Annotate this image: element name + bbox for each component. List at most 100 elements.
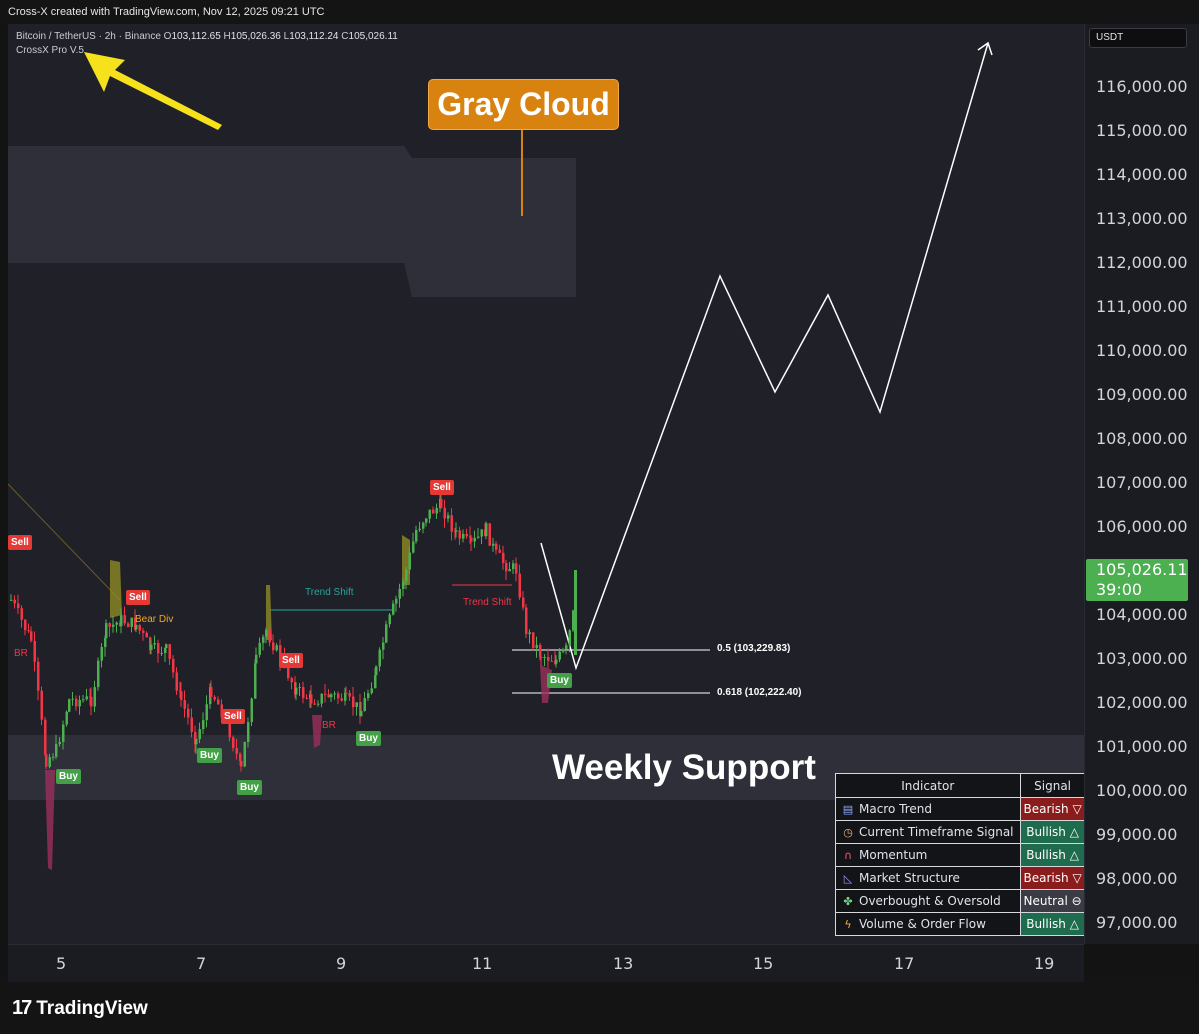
candle-body [477, 536, 480, 538]
candle-body [327, 694, 330, 698]
price-tick: 116,000.00 [1096, 77, 1188, 96]
sell-signal[interactable]: Sell [8, 535, 32, 550]
candle-body [138, 624, 141, 631]
candle-body [330, 694, 333, 698]
sell-signal[interactable]: Sell [430, 480, 454, 495]
candle-body [205, 704, 208, 721]
tradingview-logo[interactable]: 17 TradingView [12, 997, 148, 1020]
time-tick: 11 [472, 954, 493, 973]
candle-body [235, 747, 238, 754]
candle-body [240, 760, 243, 767]
buy-signal[interactable]: Buy [197, 748, 222, 763]
time-tick: 13 [613, 954, 634, 973]
signal-cell: Bullish △ [1019, 843, 1086, 867]
currency-button[interactable]: USDT [1089, 28, 1187, 48]
weekly-support-label[interactable]: Weekly Support [552, 748, 816, 787]
candle-body [198, 729, 201, 740]
candle-body [333, 693, 336, 695]
sell-signal[interactable]: Sell [221, 709, 245, 724]
price-tick: 103,000.00 [1096, 649, 1188, 668]
candle-body [443, 507, 446, 519]
candle-body [164, 648, 167, 654]
header-signal: Signal [1019, 773, 1086, 798]
fib-label-05[interactable]: 0.5 (103,229.83) [717, 643, 791, 654]
candle-body [469, 536, 472, 538]
candle-body [75, 698, 78, 707]
candle-body [93, 687, 96, 707]
candle-body [470, 537, 473, 542]
bolt-icon: ϟ [844, 918, 852, 931]
candle-body [10, 599, 13, 601]
candle-body [37, 661, 40, 691]
candle-body [450, 515, 453, 532]
symbol-legend[interactable]: Bitcoin / TetherUS · 2h · Binance O103,1… [16, 30, 398, 58]
candle-body [395, 598, 398, 604]
buy-signal[interactable]: Buy [56, 769, 81, 784]
candle-body [508, 569, 511, 572]
chart-canvas[interactable] [8, 24, 1084, 944]
candle-body [305, 698, 308, 700]
candle-body [55, 744, 58, 757]
candle-body [85, 696, 88, 700]
candle-body [243, 741, 246, 767]
candle-body [68, 699, 71, 712]
magnet-icon: ∩ [843, 849, 853, 862]
last-price-badge[interactable]: 105,026.11 39:00 [1086, 559, 1188, 601]
candle-body [90, 696, 93, 707]
sell-signal[interactable]: Sell [126, 590, 150, 605]
candle-body [100, 647, 103, 661]
candle-body [250, 698, 253, 723]
candle-body [258, 642, 261, 655]
candle-body [422, 522, 425, 529]
candle-body [135, 624, 138, 630]
br-label-2: BR [322, 720, 336, 731]
sell-signal[interactable]: Sell [279, 653, 303, 668]
table-row: ∩ Momentum Bullish △ [835, 843, 1086, 867]
indicator-name: Momentum [859, 848, 928, 862]
candle-body [175, 672, 178, 691]
candle-body [550, 660, 553, 662]
attribution-text: Cross-X created with TradingView.com, No… [8, 6, 325, 18]
close-value: 105,026.11 [348, 31, 398, 42]
buy-signal[interactable]: Buy [356, 731, 381, 746]
time-axis[interactable] [8, 944, 1084, 982]
fib-label-0618[interactable]: 0.618 (102,222.40) [717, 687, 802, 698]
indicator-name: Current Timeframe Signal [859, 825, 1014, 839]
candle-body [130, 617, 133, 627]
price-tick: 107,000.00 [1096, 473, 1188, 492]
indicator-name[interactable]: CrossX Pro V.5 [16, 45, 84, 56]
price-axis[interactable] [1084, 24, 1199, 944]
bull-div-shade-1 [45, 770, 55, 870]
candle-body [232, 737, 235, 748]
candle-body [20, 608, 23, 620]
buy-signal[interactable]: Buy [237, 780, 262, 795]
chart-pane[interactable] [8, 24, 1084, 944]
candle-body [213, 696, 216, 700]
candle-body [165, 644, 168, 649]
candle-body [27, 630, 30, 632]
candle-body [375, 666, 378, 676]
candle-body [183, 699, 186, 709]
candle-body [532, 632, 535, 648]
footer-bar [0, 982, 1199, 1034]
candle-body [30, 631, 33, 641]
candle-body [367, 693, 370, 699]
time-tick: 5 [56, 954, 67, 973]
candle-body [522, 597, 525, 608]
table-row: ϟ Volume & Order Flow Bullish △ [835, 912, 1086, 936]
candle-body [502, 552, 505, 563]
signal-cell: Bullish △ [1019, 912, 1086, 936]
candle-body [58, 741, 61, 745]
indicator-name: Volume & Order Flow [859, 917, 986, 931]
puzzle-icon: ✤ [843, 895, 853, 908]
buy-signal[interactable]: Buy [547, 673, 572, 688]
candle-body [485, 523, 488, 537]
last-price-value: 105,026.11 [1096, 560, 1188, 579]
gray-cloud-callout[interactable]: Gray Cloud [428, 79, 619, 130]
candle-body [298, 687, 301, 689]
indicator-name: Macro Trend [859, 802, 932, 816]
table-row: ▤ Macro Trend Bearish ▽ [835, 797, 1086, 821]
candle-body [190, 717, 193, 733]
candle-body [455, 530, 458, 532]
bear-div-shade-2 [266, 585, 272, 640]
